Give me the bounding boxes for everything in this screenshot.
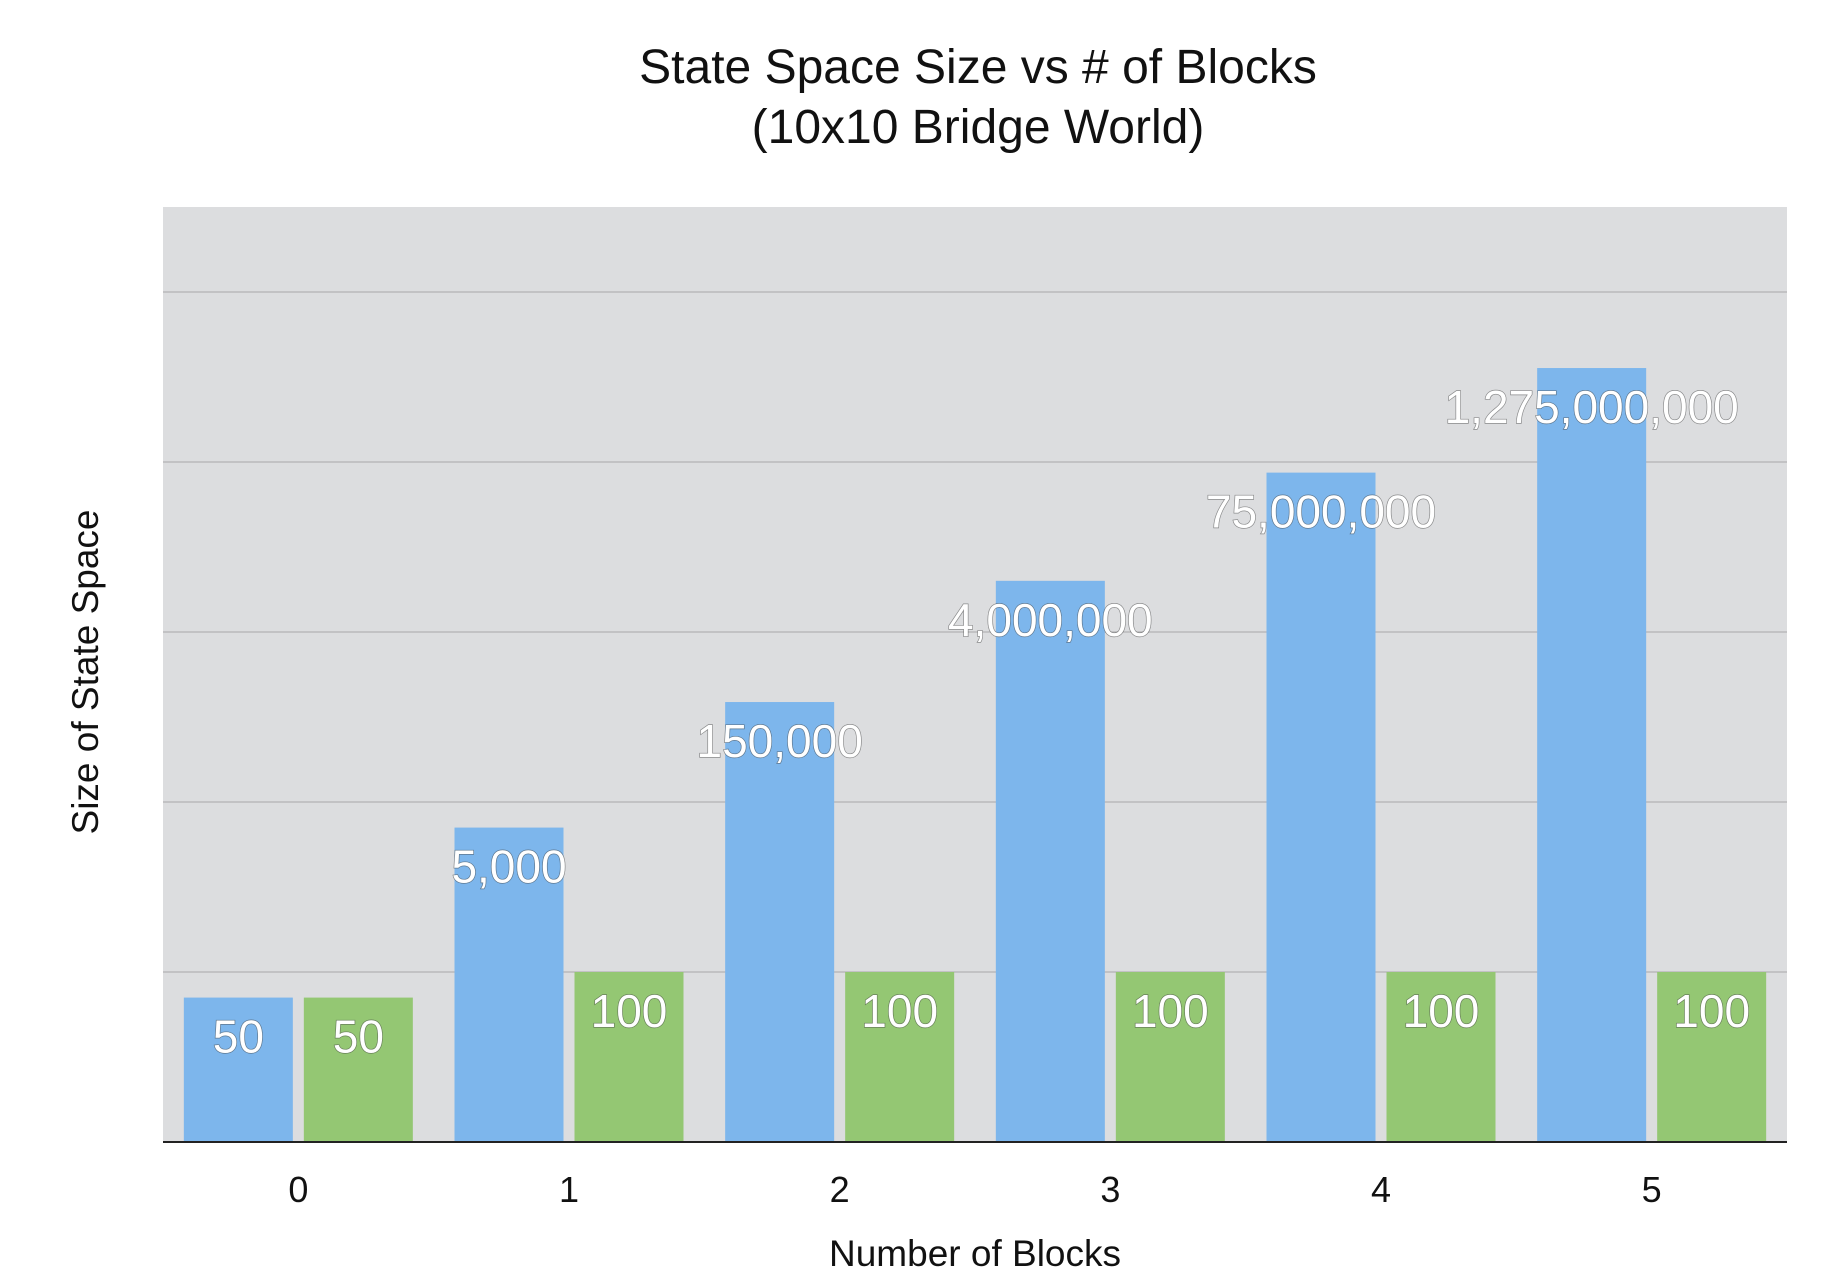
data-label-series-2-cat-1: 100 xyxy=(591,985,668,1037)
bar-series-1-cat-1 xyxy=(454,827,564,1142)
data-labels: 50 50 5,000 100 150,000 100 4,000,000 100 75,000… xyxy=(212,380,1751,1063)
y-axis-title: Size of State Space xyxy=(65,510,106,835)
x-tick-labels: 0 1 2 3 4 5 xyxy=(288,1169,1661,1210)
x-tick-label-1: 1 xyxy=(559,1169,579,1210)
data-label-series-1-cat-3: 4,000,000 xyxy=(948,594,1153,646)
chart-title: State Space Size vs # of Blocks xyxy=(639,41,1317,94)
bar-series-2-cat-2 xyxy=(845,972,955,1142)
x-tick-label-2: 2 xyxy=(830,1169,850,1210)
bars xyxy=(183,368,1767,1143)
chart-subtitle: (10x10 Bridge World) xyxy=(752,101,1205,154)
data-label-series-1-cat-4: 75,000,000 xyxy=(1206,486,1436,538)
x-tick-label-5: 5 xyxy=(1642,1169,1662,1210)
bar-series-1-cat-5 xyxy=(1537,368,1647,1143)
data-label-series-1-cat-0: 50 xyxy=(213,1011,264,1063)
bar-series-2-cat-5 xyxy=(1657,972,1767,1142)
bar-series-1-cat-0 xyxy=(183,997,293,1142)
data-label-series-2-cat-2: 100 xyxy=(861,985,938,1037)
x-tick-label-0: 0 xyxy=(288,1169,308,1210)
bar-series-2-cat-4 xyxy=(1386,972,1496,1142)
x-axis-title: Number of Blocks xyxy=(829,1233,1121,1274)
x-tick-label-3: 3 xyxy=(1100,1169,1120,1210)
data-label-series-2-cat-3: 100 xyxy=(1132,985,1209,1037)
bar-series-1-cat-3 xyxy=(995,580,1105,1142)
data-label-series-2-cat-5: 100 xyxy=(1673,985,1750,1037)
data-label-series-1-cat-5: 1,275,000,000 xyxy=(1445,381,1739,433)
plot-area xyxy=(163,207,1787,1142)
bar-series-2-cat-0 xyxy=(303,997,413,1142)
data-label-series-2-cat-4: 100 xyxy=(1403,985,1480,1037)
x-tick-label-4: 4 xyxy=(1371,1169,1391,1210)
gridlines xyxy=(163,291,1787,973)
bar-series-1-cat-2 xyxy=(725,702,835,1142)
data-label-series-1-cat-2: 150,000 xyxy=(697,715,863,767)
data-label-series-2-cat-0: 50 xyxy=(333,1011,384,1063)
bar-series-2-cat-3 xyxy=(1115,972,1225,1142)
bar-series-1-cat-4 xyxy=(1266,472,1376,1143)
data-label-series-1-cat-1: 5,000 xyxy=(451,841,566,893)
bar-series-2-cat-1 xyxy=(574,972,684,1142)
